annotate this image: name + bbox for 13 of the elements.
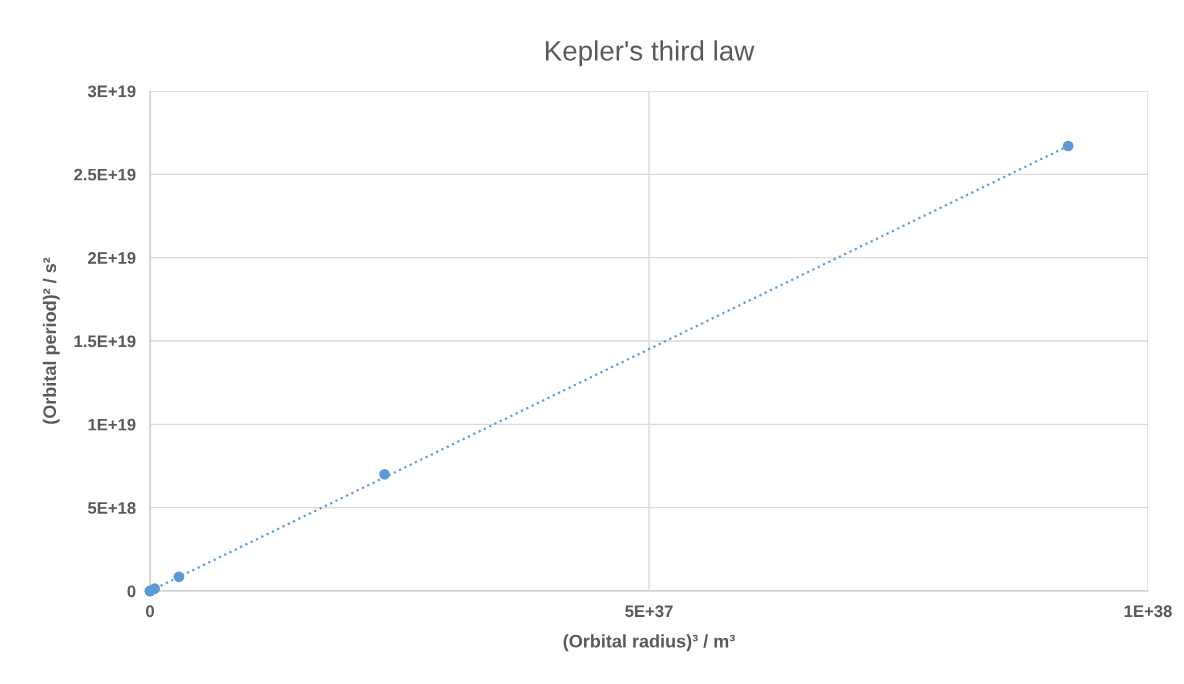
x-axis-title: (Orbital radius)³ / m³ — [563, 634, 735, 652]
y-axis-title: (Orbital period)² / s² — [42, 257, 60, 424]
x-tick-label: 0 — [146, 605, 154, 618]
x-tick-label: 1E+38 — [1124, 605, 1172, 618]
chart-title: Kepler's third law — [545, 40, 755, 67]
y-tick-label: 2E+19 — [88, 252, 136, 264]
y-tick-label: 3E+19 — [87, 85, 136, 98]
y-tick-label: 1.5E+19 — [74, 335, 136, 348]
y-tick-label: 2.5E+19 — [74, 168, 136, 181]
x-tick-label: 5E+37 — [625, 605, 673, 618]
y-tick-label: 0 — [127, 585, 136, 598]
y-tick-label: 5E+18 — [87, 502, 136, 514]
y-tick-label: 1E+19 — [88, 418, 136, 431]
